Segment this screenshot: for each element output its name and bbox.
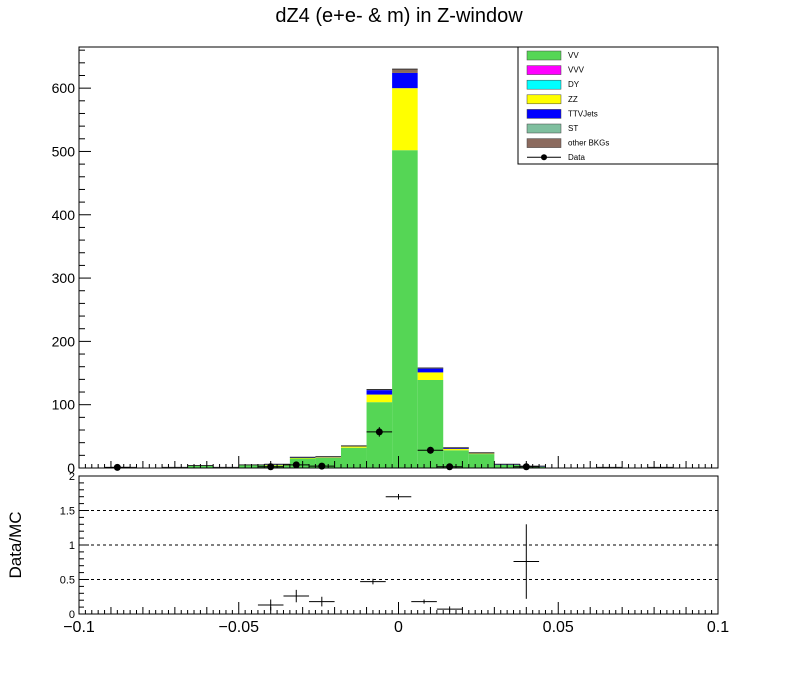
ratio-y-tick-label: 0 [69,609,75,621]
legend-label: other BKGs [568,139,609,148]
x-tick-label: 0.1 [707,619,729,636]
x-tick-label: −0.05 [219,619,260,636]
main-x-ticks [78,456,719,468]
ratio-reference-lines [79,510,718,580]
legend-label: DY [568,80,580,89]
ratio-frame [78,475,719,615]
main-y-axis: 0 100 200 300 400 500 600 [52,49,91,476]
bar-vv-bin-8 [315,457,341,468]
legend-label: ZZ [568,95,578,104]
legend-label: TTVJets [568,109,598,118]
ratio-y-tick-label: 1.5 [60,506,75,518]
chart-title: dZ4 (e+e- & m) in Z-window [275,5,523,27]
ratio-y-tick-label: 2 [69,471,75,483]
legend-swatch-vv [526,50,562,61]
legend-swatch-ttvjets [526,109,562,119]
bar-zz-bin-9 [340,446,367,448]
bar-other-bkgs-bin-11 [392,69,418,73]
bar-ttvjets-bin-11 [392,72,418,89]
bar-vv-bin-9 [340,447,367,468]
ratio-panel: 0 0.5 1 1.5 2 −0.1 −0.05 0 0.05 0.1 [60,471,730,636]
legend-label: VV [568,51,579,60]
bar-zz-bin-7 [289,457,316,459]
legend-swatch-dy [526,79,562,90]
x-tick-label: 0.05 [543,619,574,636]
bar-ttvjets-bin-10 [366,390,393,395]
main-y-tick-label: 0 [67,460,75,476]
ratio-y-label: Data/MC [6,511,25,578]
legend-swatch-st [526,123,562,134]
bar-zz-bin-14 [468,453,495,455]
data-point [426,446,434,454]
ratio-y-tick-label: 0.5 [60,575,75,587]
bar-zz-bin-13 [443,449,469,451]
main-y-tick-label: 500 [52,143,76,159]
bar-ttvjets-bin-12 [417,368,444,373]
data-point [375,428,383,436]
x-tick-label: 0 [394,619,403,636]
ratio-y-tick-label: 1 [69,540,75,552]
main-y-tick-label: 200 [52,333,76,349]
legend-label: Data [568,153,585,162]
ratio-x-axis: −0.1 −0.05 0 0.05 0.1 [63,602,729,636]
legend-swatch-zz [526,94,562,105]
legend-data-marker [541,154,547,161]
bar-zz-bin-11 [392,88,418,151]
main-y-tick-label: 600 [52,80,76,96]
main-y-tick-label: 300 [52,270,76,286]
legend-swatch-vvv [526,65,562,75]
legend-swatch-other-bkgs [526,138,562,148]
bar-ttvjets-bin-13 [443,448,469,450]
main-y-tick-label: 100 [52,397,76,413]
bar-zz-bin-10 [366,394,393,403]
legend-label: ST [568,124,578,133]
bar-vv-bin-11 [392,150,418,468]
ratio-points [257,493,540,612]
main-y-tick-label: 400 [52,207,76,223]
bar-zz-bin-8 [315,457,341,458]
legend-label: VVV [568,66,585,75]
x-tick-label: −0.1 [63,619,95,636]
bar-vv-bin-12 [417,380,444,468]
main-frame [78,46,719,469]
bar-zz-bin-12 [417,372,444,381]
